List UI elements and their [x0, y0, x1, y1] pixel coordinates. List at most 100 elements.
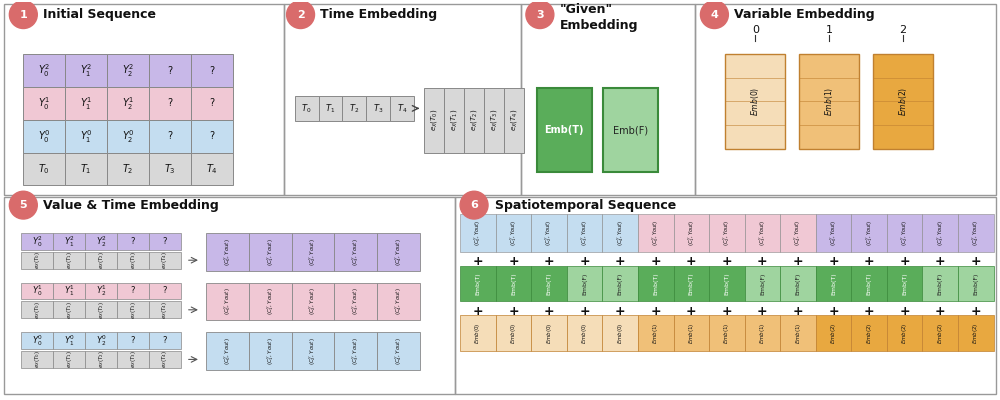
Text: +: + [579, 255, 590, 268]
Text: Emb(T): Emb(T) [902, 272, 907, 295]
Bar [709, 266, 745, 301]
Text: +: + [864, 255, 874, 268]
Bar [23, 152, 65, 185]
Text: +: + [686, 305, 697, 318]
Text: $T_3$: $T_3$ [373, 102, 384, 115]
Bar [65, 120, 107, 152]
Bar [674, 315, 709, 351]
Text: +: + [579, 305, 590, 318]
Text: Emb(T): Emb(T) [545, 125, 584, 135]
Text: $T_2$: $T_2$ [122, 162, 134, 176]
Text: $T_4$: $T_4$ [206, 162, 218, 176]
Bar [4, 4, 284, 195]
Text: +: + [615, 255, 625, 268]
Text: +: + [971, 305, 981, 318]
Bar [799, 54, 859, 148]
Text: $e_X(T_4)$: $e_X(T_4)$ [509, 109, 519, 132]
Bar [21, 233, 53, 250]
Text: $T_1$: $T_1$ [325, 102, 336, 115]
Text: $Emb(2)$: $Emb(2)$ [829, 322, 838, 344]
Text: $(C_3^Y,Yout)$: $(C_3^Y,Yout)$ [351, 288, 361, 315]
Text: $Emb(2)$: $Emb(2)$ [900, 322, 909, 344]
Circle shape [9, 1, 37, 28]
Bar [249, 332, 292, 370]
Text: $Y_0^0$: $Y_0^0$ [38, 128, 51, 144]
Bar [21, 351, 53, 368]
Circle shape [700, 1, 728, 28]
Bar [531, 315, 567, 351]
Bar [745, 315, 780, 351]
Text: $Emb(0)$: $Emb(0)$ [580, 322, 589, 344]
Text: +: + [508, 305, 519, 318]
Text: +: + [615, 305, 625, 318]
Bar [85, 252, 117, 269]
Text: +: + [508, 255, 519, 268]
Bar [709, 214, 745, 252]
Bar [65, 87, 107, 120]
Text: $(C_3^Y,Yout)$: $(C_3^Y,Yout)$ [579, 220, 590, 246]
Text: +: + [544, 305, 554, 318]
Bar [21, 332, 53, 349]
Bar [366, 96, 390, 121]
Bar [85, 351, 117, 368]
Text: +: + [722, 255, 732, 268]
Text: $e_X(T_0)$: $e_X(T_0)$ [33, 301, 42, 319]
Text: $Emb(1)$: $Emb(1)$ [758, 322, 767, 344]
Bar [496, 214, 531, 252]
Bar [53, 282, 85, 299]
Text: $(C_2^Y,Yout)$: $(C_2^Y,Yout)$ [308, 337, 318, 365]
Bar [958, 266, 994, 301]
Text: $Y_0^2$: $Y_0^2$ [38, 62, 50, 79]
Text: $Y_2^2$: $Y_2^2$ [96, 234, 107, 249]
Text: ?: ? [163, 336, 167, 345]
Circle shape [9, 191, 37, 219]
Text: +: + [899, 305, 910, 318]
Text: ?: ? [167, 66, 172, 76]
Bar [674, 266, 709, 301]
Bar [496, 266, 531, 301]
Bar [887, 266, 922, 301]
Bar [85, 301, 117, 318]
Text: ?: ? [167, 131, 172, 141]
Text: ?: ? [167, 98, 172, 108]
Text: +: + [864, 305, 874, 318]
Text: +: + [935, 255, 946, 268]
Text: +: + [793, 255, 803, 268]
Text: $(C_2^Y,Yout)$: $(C_2^Y,Yout)$ [721, 220, 732, 246]
Text: +: + [650, 255, 661, 268]
Bar [117, 351, 149, 368]
Bar [191, 87, 233, 120]
Text: $e_X(T_3)$: $e_X(T_3)$ [489, 109, 499, 132]
Bar [531, 266, 567, 301]
Bar [816, 266, 851, 301]
Bar [342, 96, 366, 121]
Text: Emb(F): Emb(F) [613, 125, 648, 135]
Bar [53, 351, 85, 368]
Bar [496, 315, 531, 351]
Bar [107, 87, 149, 120]
Bar [334, 233, 377, 271]
Bar [284, 4, 521, 195]
Bar [958, 315, 994, 351]
Bar [149, 233, 181, 250]
Text: $e_X(T_2)$: $e_X(T_2)$ [469, 109, 479, 132]
Text: $Y_2^1$: $Y_2^1$ [96, 284, 107, 298]
Circle shape [526, 1, 554, 28]
Text: +: + [793, 305, 803, 318]
Text: $Y_2^1$: $Y_2^1$ [122, 95, 134, 112]
Text: $e_X(T_2)$: $e_X(T_2)$ [97, 251, 106, 269]
Text: $Y_0^0$: $Y_0^0$ [32, 333, 43, 348]
Bar [21, 252, 53, 269]
Text: $T_3$: $T_3$ [164, 162, 176, 176]
Bar [23, 54, 65, 87]
Bar [149, 351, 181, 368]
Text: $T_4$: $T_4$ [397, 102, 408, 115]
Text: Emb(T): Emb(T) [831, 272, 836, 295]
Bar [334, 332, 377, 370]
Bar [695, 4, 996, 195]
Bar [23, 87, 65, 120]
Bar [444, 88, 464, 152]
Text: ?: ? [209, 66, 214, 76]
Text: +: + [686, 255, 697, 268]
Bar [85, 332, 117, 349]
